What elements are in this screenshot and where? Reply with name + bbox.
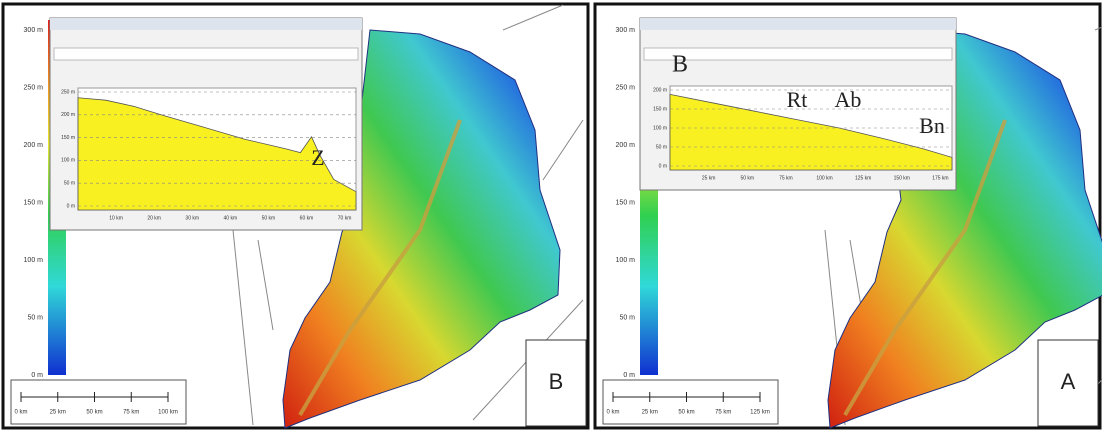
- profile-x-label: 25 km: [702, 175, 716, 181]
- profile-area: [669, 93, 953, 171]
- profile-titlebar: [640, 18, 956, 30]
- profile-toolbar: [53, 47, 359, 61]
- fault-line: [502, 4, 564, 31]
- panel-label: B: [549, 369, 564, 394]
- profile-area: [77, 97, 357, 211]
- legend-tick-label: 200 m: [24, 142, 44, 149]
- scale-label: 50 km: [678, 410, 694, 416]
- legend-tick-label: 100 m: [24, 257, 44, 264]
- profile-x-label: 20 km: [147, 215, 161, 221]
- panel-label-box: [525, 339, 587, 427]
- legend-tick-label: 250 m: [616, 84, 636, 91]
- profile-x-label: 150 km: [894, 175, 910, 181]
- panel-label-box: [1037, 339, 1099, 427]
- river: [843, 119, 1007, 417]
- profile-x-label: 125 km: [855, 175, 871, 181]
- legend-tick-label: 150 m: [616, 199, 636, 206]
- legend-tick-label: 0 m: [623, 372, 635, 379]
- profile-x-label: 70 km: [338, 215, 352, 221]
- profile-annotation: Rt: [787, 87, 808, 112]
- fault-line: [542, 119, 584, 181]
- scale-label: 75 km: [123, 410, 139, 416]
- legend-tick-label: 200 m: [616, 142, 636, 149]
- profile-y-label: 100 m: [61, 158, 75, 164]
- legend-tick-label: 300 m: [616, 27, 636, 34]
- profile-x-label: 50 km: [740, 175, 754, 181]
- legend-tick-label: 0 m: [31, 372, 43, 379]
- profile-y-label: 250 m: [61, 89, 75, 95]
- scale-box: [602, 379, 779, 425]
- profile-x-label: 100 km: [816, 175, 832, 181]
- profile-y-label: 100 m: [653, 125, 667, 131]
- profile-y-label: 200 m: [61, 112, 75, 118]
- profile-annotation: Bn: [919, 113, 945, 138]
- profile-y-label: 150 m: [61, 135, 75, 141]
- profile-y-label: 50 m: [656, 144, 667, 150]
- scale-label: 75 km: [715, 410, 731, 416]
- panel-label: A: [1061, 369, 1076, 394]
- legend-tick-label: 300 m: [24, 27, 44, 34]
- legend-tick-label: 100 m: [616, 257, 636, 264]
- profile-toolbar: [643, 47, 953, 61]
- scale-label: 125 km: [750, 410, 770, 416]
- profile-y-label: 200 m: [653, 87, 667, 93]
- scale-label: 50 km: [86, 410, 102, 416]
- legend-tick-label: 50 m: [619, 314, 635, 321]
- scale-label: 100 km: [158, 410, 178, 416]
- profile-y-label: 0 m: [659, 163, 667, 169]
- scale-label: 25 km: [642, 410, 658, 416]
- legend-tick-label: 250 m: [24, 84, 44, 91]
- profile-x-label: 40 km: [224, 215, 238, 221]
- profile-x-label: 50 km: [262, 215, 276, 221]
- scale-box: [10, 379, 187, 425]
- profile-titlebar: [50, 18, 362, 30]
- fault-line: [232, 229, 254, 426]
- profile-x-label: 60 km: [300, 215, 314, 221]
- fault-line: [257, 239, 274, 331]
- scale-label: 0 km: [14, 410, 27, 416]
- profile-annotation: Z: [311, 145, 324, 170]
- profile-y-label: 0 m: [67, 203, 75, 209]
- profile-y-label: 150 m: [653, 106, 667, 112]
- profile-annotation: B: [672, 52, 688, 78]
- profile-y-label: 50 m: [64, 181, 75, 187]
- profile-x-label: 10 km: [109, 215, 123, 221]
- profile-x-label: 30 km: [185, 215, 199, 221]
- legend-tick-label: 50 m: [27, 314, 43, 321]
- profile-x-label: 75 km: [779, 175, 793, 181]
- profile-x-label: 175 km: [932, 175, 948, 181]
- scale-label: 25 km: [50, 410, 66, 416]
- profile-annotation: Ab: [835, 87, 862, 112]
- legend-tick-label: 150 m: [24, 199, 44, 206]
- river: [298, 119, 462, 417]
- scale-label: 0 km: [606, 410, 619, 416]
